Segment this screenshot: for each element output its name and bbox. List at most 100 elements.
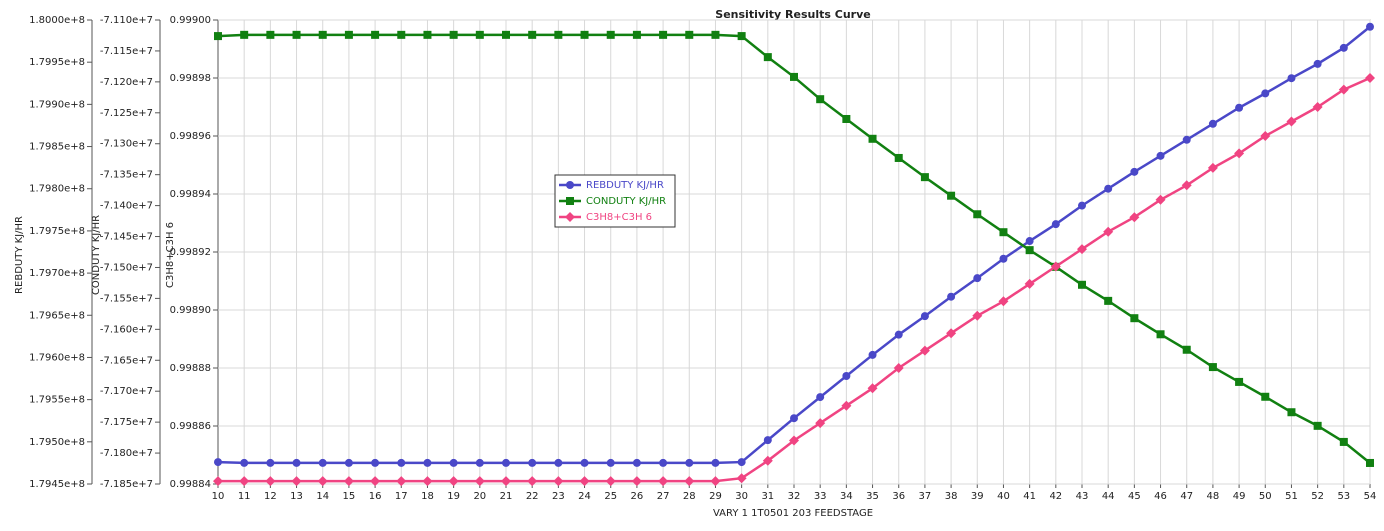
data-point <box>1024 278 1035 289</box>
data-point <box>449 30 458 39</box>
data-point <box>790 414 798 423</box>
data-point <box>554 458 563 467</box>
data-point <box>1313 421 1322 430</box>
data-point <box>659 458 668 467</box>
legend-label: CONDUTY KJ/HR <box>586 196 666 207</box>
y3-tick-label: 0.99898 <box>170 73 211 84</box>
x-tick-label: 50 <box>1259 491 1272 502</box>
y2-tick-label: -7.155e+7 <box>100 293 153 304</box>
y2-tick-label: -7.170e+7 <box>100 386 153 397</box>
y-tick-label: 1.7945e+8 <box>29 479 85 490</box>
data-point <box>1312 102 1323 112</box>
data-point <box>1155 194 1166 205</box>
x-tick-label: 30 <box>735 491 748 502</box>
data-point <box>763 53 772 62</box>
data-point <box>502 458 510 467</box>
x-tick-label: 35 <box>866 491 879 502</box>
x-tick-label: 19 <box>447 491 460 502</box>
data-point <box>1130 167 1139 176</box>
data-point <box>1313 59 1322 68</box>
y-axis-title: REBDUTY KJ/HR <box>14 216 25 294</box>
y2-tick-label: -7.115e+7 <box>100 46 153 57</box>
legend-marker <box>566 197 574 205</box>
x-tick-label: 36 <box>892 491 905 502</box>
data-point <box>998 296 1009 307</box>
y2-tick-label: -7.165e+7 <box>100 355 153 366</box>
x-tick-label: 34 <box>840 491 853 502</box>
y2-tick-label: -7.145e+7 <box>100 232 153 243</box>
x-tick-label: 47 <box>1180 491 1193 502</box>
y2-tick-label: -7.120e+7 <box>100 77 153 88</box>
y3-tick-label: 0.99900 <box>170 15 211 26</box>
x-tick-label: 15 <box>343 491 356 502</box>
data-point <box>474 476 485 487</box>
data-point <box>632 30 641 39</box>
data-point <box>1235 103 1244 112</box>
data-point <box>1261 89 1270 98</box>
data-point <box>711 30 720 39</box>
data-point <box>291 476 302 487</box>
x-tick-label: 22 <box>526 491 539 502</box>
data-point <box>1234 148 1245 159</box>
y-tick-label: 1.7960e+8 <box>29 352 85 363</box>
x-tick-label: 26 <box>631 491 644 502</box>
chart-title: Sensitivity Results Curve <box>715 8 870 21</box>
data-point <box>343 476 354 487</box>
data-point <box>685 30 694 39</box>
data-point <box>1156 330 1165 339</box>
data-point <box>790 72 798 81</box>
x-tick-label: 38 <box>945 491 958 502</box>
data-point <box>475 458 484 467</box>
y-tick-label: 1.7965e+8 <box>29 310 85 321</box>
data-point <box>920 312 929 321</box>
data-point <box>763 436 772 445</box>
data-point <box>344 30 353 39</box>
data-point <box>213 476 223 487</box>
data-point <box>710 476 721 487</box>
data-point <box>999 228 1008 237</box>
data-point <box>1129 212 1140 223</box>
data-point <box>422 476 433 487</box>
x-tick-label: 28 <box>683 491 696 502</box>
legend-box <box>554 174 676 228</box>
x-tick-label: 37 <box>919 491 932 502</box>
x-tick-label: 27 <box>657 491 670 502</box>
data-point <box>1156 151 1165 160</box>
y2-tick-label: -7.160e+7 <box>100 324 153 335</box>
data-point <box>1182 135 1191 144</box>
x-tick-label: 16 <box>369 491 382 502</box>
data-point <box>266 458 275 467</box>
data-point <box>580 30 589 39</box>
x-tick-label: 29 <box>709 491 722 502</box>
y-tick-label: 1.7955e+8 <box>29 395 85 406</box>
x-tick-label: 20 <box>473 491 486 502</box>
x-tick-label: 13 <box>290 491 303 502</box>
data-point <box>449 458 458 467</box>
data-point <box>1182 345 1191 354</box>
data-point <box>1338 84 1349 95</box>
x-tick-label: 46 <box>1154 491 1167 502</box>
data-point <box>1207 162 1218 173</box>
y-tick-label: 1.7950e+8 <box>29 437 85 448</box>
y-tick-label: 1.7995e+8 <box>29 57 85 68</box>
y-tick-label: 1.7990e+8 <box>29 99 85 110</box>
data-point <box>370 476 381 487</box>
data-point <box>240 30 249 39</box>
x-tick-label: 17 <box>395 491 408 502</box>
data-point <box>1078 280 1086 289</box>
data-point <box>317 476 328 487</box>
data-point <box>606 30 615 39</box>
data-point <box>397 458 406 467</box>
data-point <box>214 32 222 41</box>
data-point <box>318 458 327 467</box>
data-point <box>841 400 852 411</box>
data-point <box>1050 261 1061 272</box>
data-point <box>632 458 641 467</box>
data-point <box>580 458 589 467</box>
x-tick-label: 45 <box>1128 491 1141 502</box>
data-point <box>448 476 459 487</box>
data-point <box>344 458 353 467</box>
data-point <box>894 153 903 162</box>
data-point <box>894 330 903 339</box>
data-point <box>659 30 668 39</box>
